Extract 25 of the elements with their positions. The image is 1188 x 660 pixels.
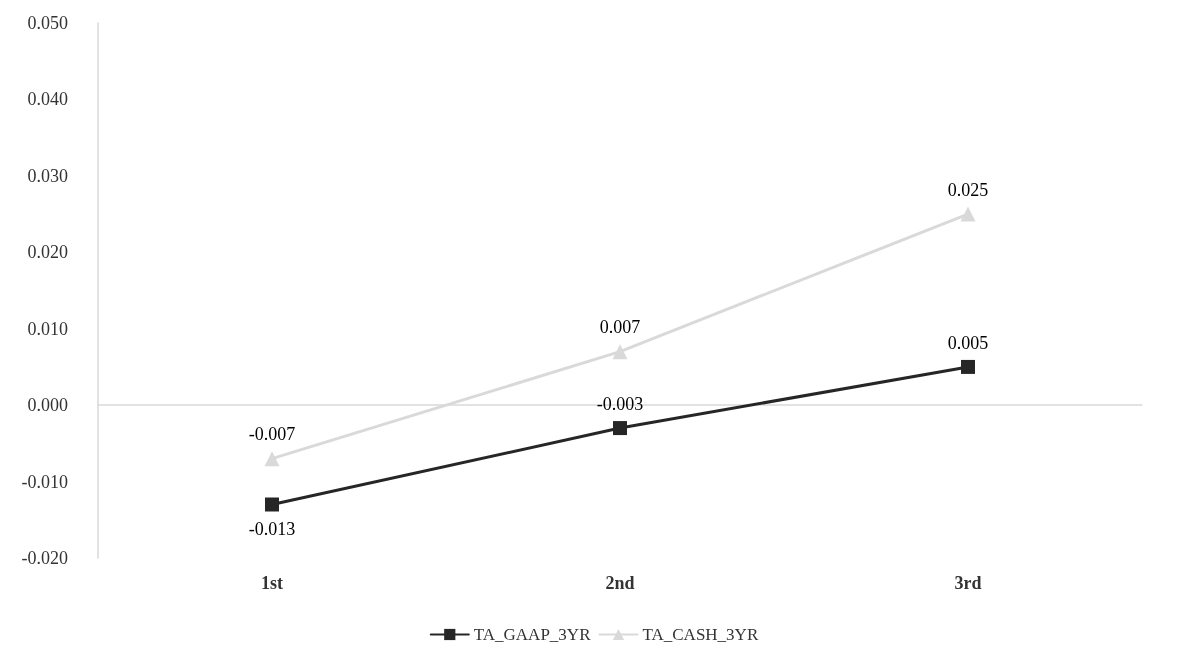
y-tick-label: 0.010 [27,318,68,339]
data-label: 0.025 [947,179,989,200]
point [265,497,279,512]
data-label: -0.013 [248,518,296,539]
point [264,451,280,467]
data-label: -0.003 [596,394,644,415]
legend-label: TA_CASH_3YR [642,625,759,644]
y-tick-label: 0.040 [27,89,68,110]
y-tick-label: 0.000 [27,395,68,416]
point [960,206,976,222]
y-tick-label: 0.030 [27,165,68,186]
y-tick-label: -0.020 [21,548,68,568]
data-label: -0.007 [248,424,296,445]
data-label: 0.005 [947,332,989,353]
data-label: 0.007 [599,317,641,338]
y-tick-label: -0.010 [21,471,68,492]
point [961,359,975,374]
x-tick-label: 3rd [954,573,982,593]
point [613,421,627,436]
point [612,344,628,360]
x-tick-label: 1st [261,573,283,593]
y-tick-label: 0.020 [27,242,68,263]
x-tick-label: 2nd [605,573,635,593]
legend-label: TA_GAAP_3YR [473,625,592,644]
y-tick-label: 0.050 [27,13,68,33]
